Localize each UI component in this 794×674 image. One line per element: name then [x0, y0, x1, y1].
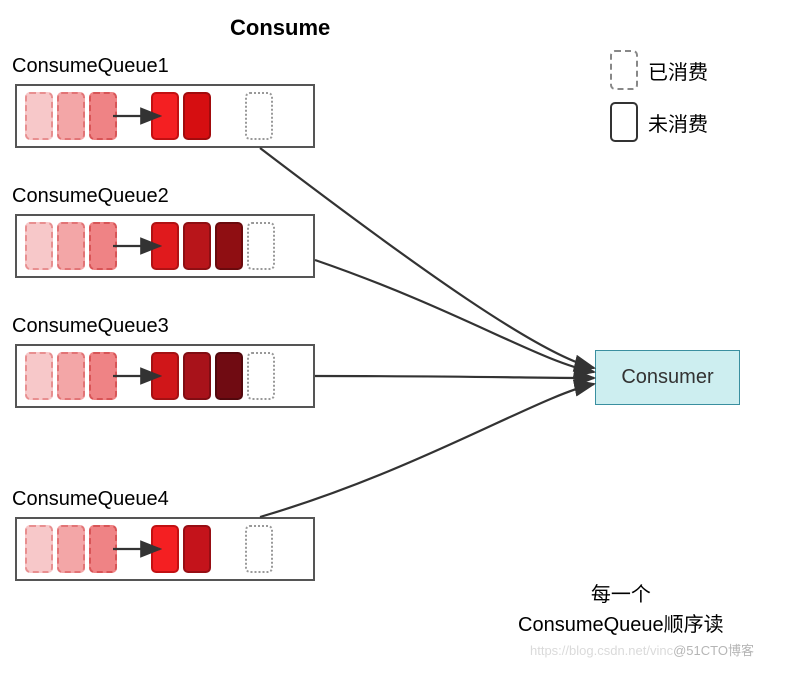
queue-slot: [57, 352, 85, 400]
queue-slot: [183, 352, 211, 400]
diagram-title: Consume: [230, 15, 330, 41]
watermark: https://blog.csdn.net/vinc@51CTO博客: [530, 640, 754, 659]
consumer-label: Consumer: [621, 366, 713, 389]
queue-slot: [89, 222, 117, 270]
queue-label: ConsumeQueue3: [12, 315, 169, 338]
queue-slot: [215, 352, 243, 400]
queue-slot: [245, 92, 273, 140]
footer-note: 每一个 ConsumeQueue顺序读: [518, 580, 724, 640]
queue-slot: [25, 92, 53, 140]
watermark-right: @51CTO博客: [673, 643, 754, 658]
legend-pending: 未消费: [610, 102, 708, 142]
note-line2: ConsumeQueue顺序读: [518, 610, 724, 640]
queue-label: ConsumeQueue1: [12, 55, 169, 78]
queue-slot: [247, 222, 275, 270]
queue-slot: [151, 525, 179, 573]
queue-label: ConsumeQueue4: [12, 488, 169, 511]
queue-slot: [57, 525, 85, 573]
queue-slot: [89, 92, 117, 140]
queue-slot: [57, 222, 85, 270]
queue-slot: [151, 352, 179, 400]
queue-box: [15, 84, 315, 148]
queue-slot: [183, 525, 211, 573]
queue-slot: [25, 352, 53, 400]
queue-box: [15, 517, 315, 581]
queue-slot: [215, 222, 243, 270]
consumer-box: Consumer: [595, 350, 740, 405]
queue-slot: [89, 525, 117, 573]
queue-slot: [25, 525, 53, 573]
watermark-left: https://blog.csdn.net/vinc: [530, 643, 673, 658]
queue-slot: [183, 222, 211, 270]
queue-slot: [25, 222, 53, 270]
queue-slot: [89, 352, 117, 400]
legend-pending-label: 未消费: [648, 108, 708, 137]
note-line1: 每一个: [518, 580, 724, 610]
queue-slot: [151, 92, 179, 140]
queue-slot: [245, 525, 273, 573]
queue-label: ConsumeQueue2: [12, 185, 169, 208]
queue-slot: [247, 352, 275, 400]
legend-consumed-box: [610, 50, 638, 90]
legend-pending-box: [610, 102, 638, 142]
queue-slot: [57, 92, 85, 140]
queue-slot: [183, 92, 211, 140]
legend-consumed-label: 已消费: [648, 56, 708, 85]
queue-box: [15, 344, 315, 408]
queue-slot: [151, 222, 179, 270]
legend-consumed: 已消费: [610, 50, 708, 90]
queue-box: [15, 214, 315, 278]
